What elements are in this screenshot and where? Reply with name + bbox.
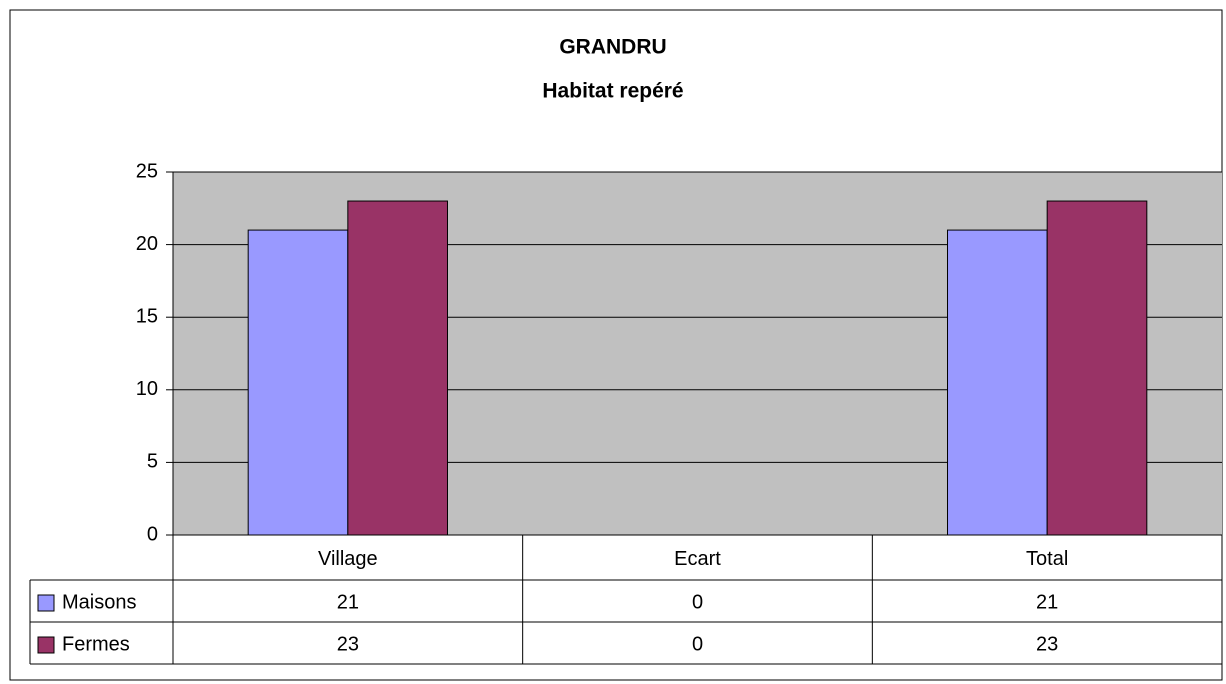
table-value: 21 <box>337 591 359 613</box>
y-tick-label: 5 <box>147 451 158 473</box>
bar <box>247 229 349 536</box>
y-tick-label: 15 <box>136 305 158 327</box>
table-value: 0 <box>692 591 703 613</box>
bar <box>947 229 1048 536</box>
table-value: 21 <box>1036 591 1058 613</box>
bar <box>1046 200 1148 536</box>
legend-key <box>37 594 55 612</box>
legend-label: Maisons <box>62 591 136 613</box>
x-tick-label: Ecart <box>674 548 721 570</box>
y-tick-label: 20 <box>136 233 158 255</box>
chart-subtitle: Habitat repéré <box>542 80 683 103</box>
x-tick-label: Village <box>318 548 378 570</box>
y-tick-label: 10 <box>136 378 158 400</box>
bar <box>347 200 448 536</box>
legend-key <box>37 636 55 654</box>
x-tick-label: Total <box>1026 548 1068 570</box>
y-tick-label: 0 <box>147 523 158 545</box>
chart-title: GRANDRU <box>559 36 666 59</box>
y-tick-label: 25 <box>136 160 158 182</box>
table-value: 23 <box>337 633 359 655</box>
legend-label: Fermes <box>62 633 130 655</box>
table-value: 23 <box>1036 633 1058 655</box>
table-value: 0 <box>692 633 703 655</box>
